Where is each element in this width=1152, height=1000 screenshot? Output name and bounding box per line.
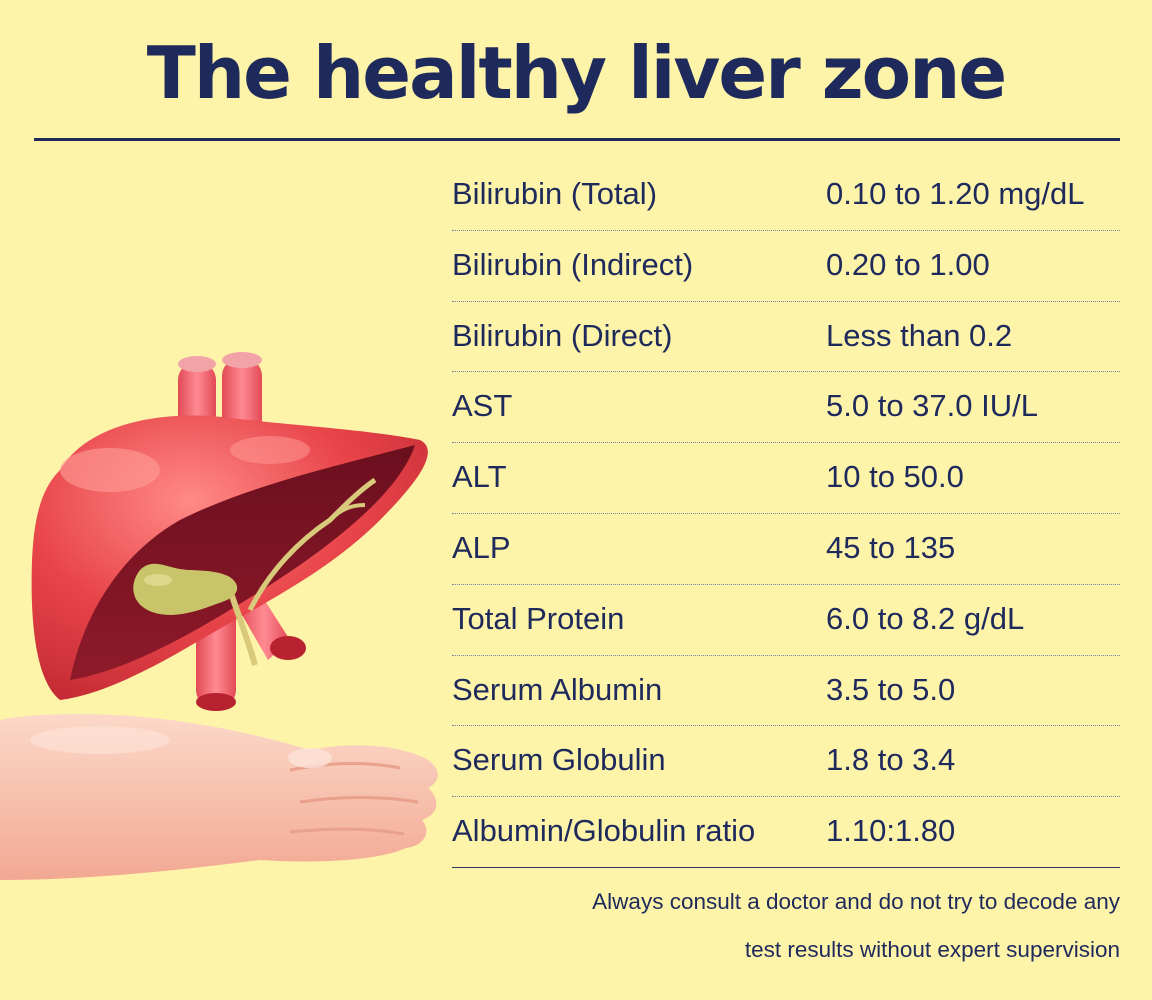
test-name: Serum Globulin — [452, 742, 666, 778]
test-range: 45 to 135 — [826, 529, 956, 565]
test-range: 1.8 to 3.4 — [826, 742, 956, 778]
test-name: Serum Albumin — [452, 671, 663, 707]
liver-icon — [31, 352, 428, 711]
liver-values-table: Bilirubin (Total) 0.10 to 1.20 mg/dL Bil… — [452, 160, 1120, 868]
test-name: Total Protein — [452, 600, 625, 636]
table-row: Bilirubin (Direct) Less than 0.2 — [452, 302, 1120, 373]
table-row: Serum Globulin 1.8 to 3.4 — [452, 726, 1120, 798]
test-range: 5.0 to 37.0 IU/L — [826, 388, 1038, 424]
table-row: Bilirubin (Indirect) 0.20 to 1.00 — [452, 231, 1120, 302]
test-name: Bilirubin (Direct) — [452, 317, 673, 353]
table-row: ALT 10 to 50.0 — [452, 443, 1120, 514]
test-range: 0.10 to 1.20 mg/dL — [826, 176, 1085, 211]
test-range: 0.20 to 1.00 — [826, 246, 990, 282]
page-title: The healthy liver zone — [146, 31, 1007, 115]
test-range: 3.5 to 5.0 — [826, 671, 956, 707]
table-row: Serum Albumin 3.5 to 5.0 — [452, 656, 1120, 727]
title-divider — [34, 138, 1120, 141]
disclaimer-line: Always consult a doctor and do not try t… — [592, 889, 1120, 914]
test-name: ALT — [452, 459, 507, 495]
test-name: AST — [452, 388, 513, 424]
test-range: Less than 0.2 — [826, 317, 1013, 353]
test-range: 10 to 50.0 — [826, 459, 964, 495]
disclaimer-note: Always consult a doctor and do not try t… — [420, 878, 1120, 974]
liver-hand-illustration — [0, 352, 438, 880]
table-row: Albumin/Globulin ratio 1.10:1.80 — [452, 797, 1120, 868]
test-name: Bilirubin (Total) — [452, 176, 658, 211]
test-name: Bilirubin (Indirect) — [452, 246, 694, 282]
table-row: ALP 45 to 135 — [452, 514, 1120, 585]
test-name: ALP — [452, 529, 511, 565]
hand-icon — [0, 714, 438, 880]
table-row: AST 5.0 to 37.0 IU/L — [452, 372, 1120, 444]
test-name: Albumin/Globulin ratio — [452, 813, 756, 849]
table-row: Total Protein 6.0 to 8.2 g/dL — [452, 585, 1120, 656]
test-range: 1.10:1.80 — [826, 813, 956, 849]
disclaimer-line: test results without expert supervision — [744, 937, 1120, 962]
table-row: Bilirubin (Total) 0.10 to 1.20 mg/dL — [452, 160, 1120, 231]
test-range: 6.0 to 8.2 g/dL — [826, 600, 1025, 636]
